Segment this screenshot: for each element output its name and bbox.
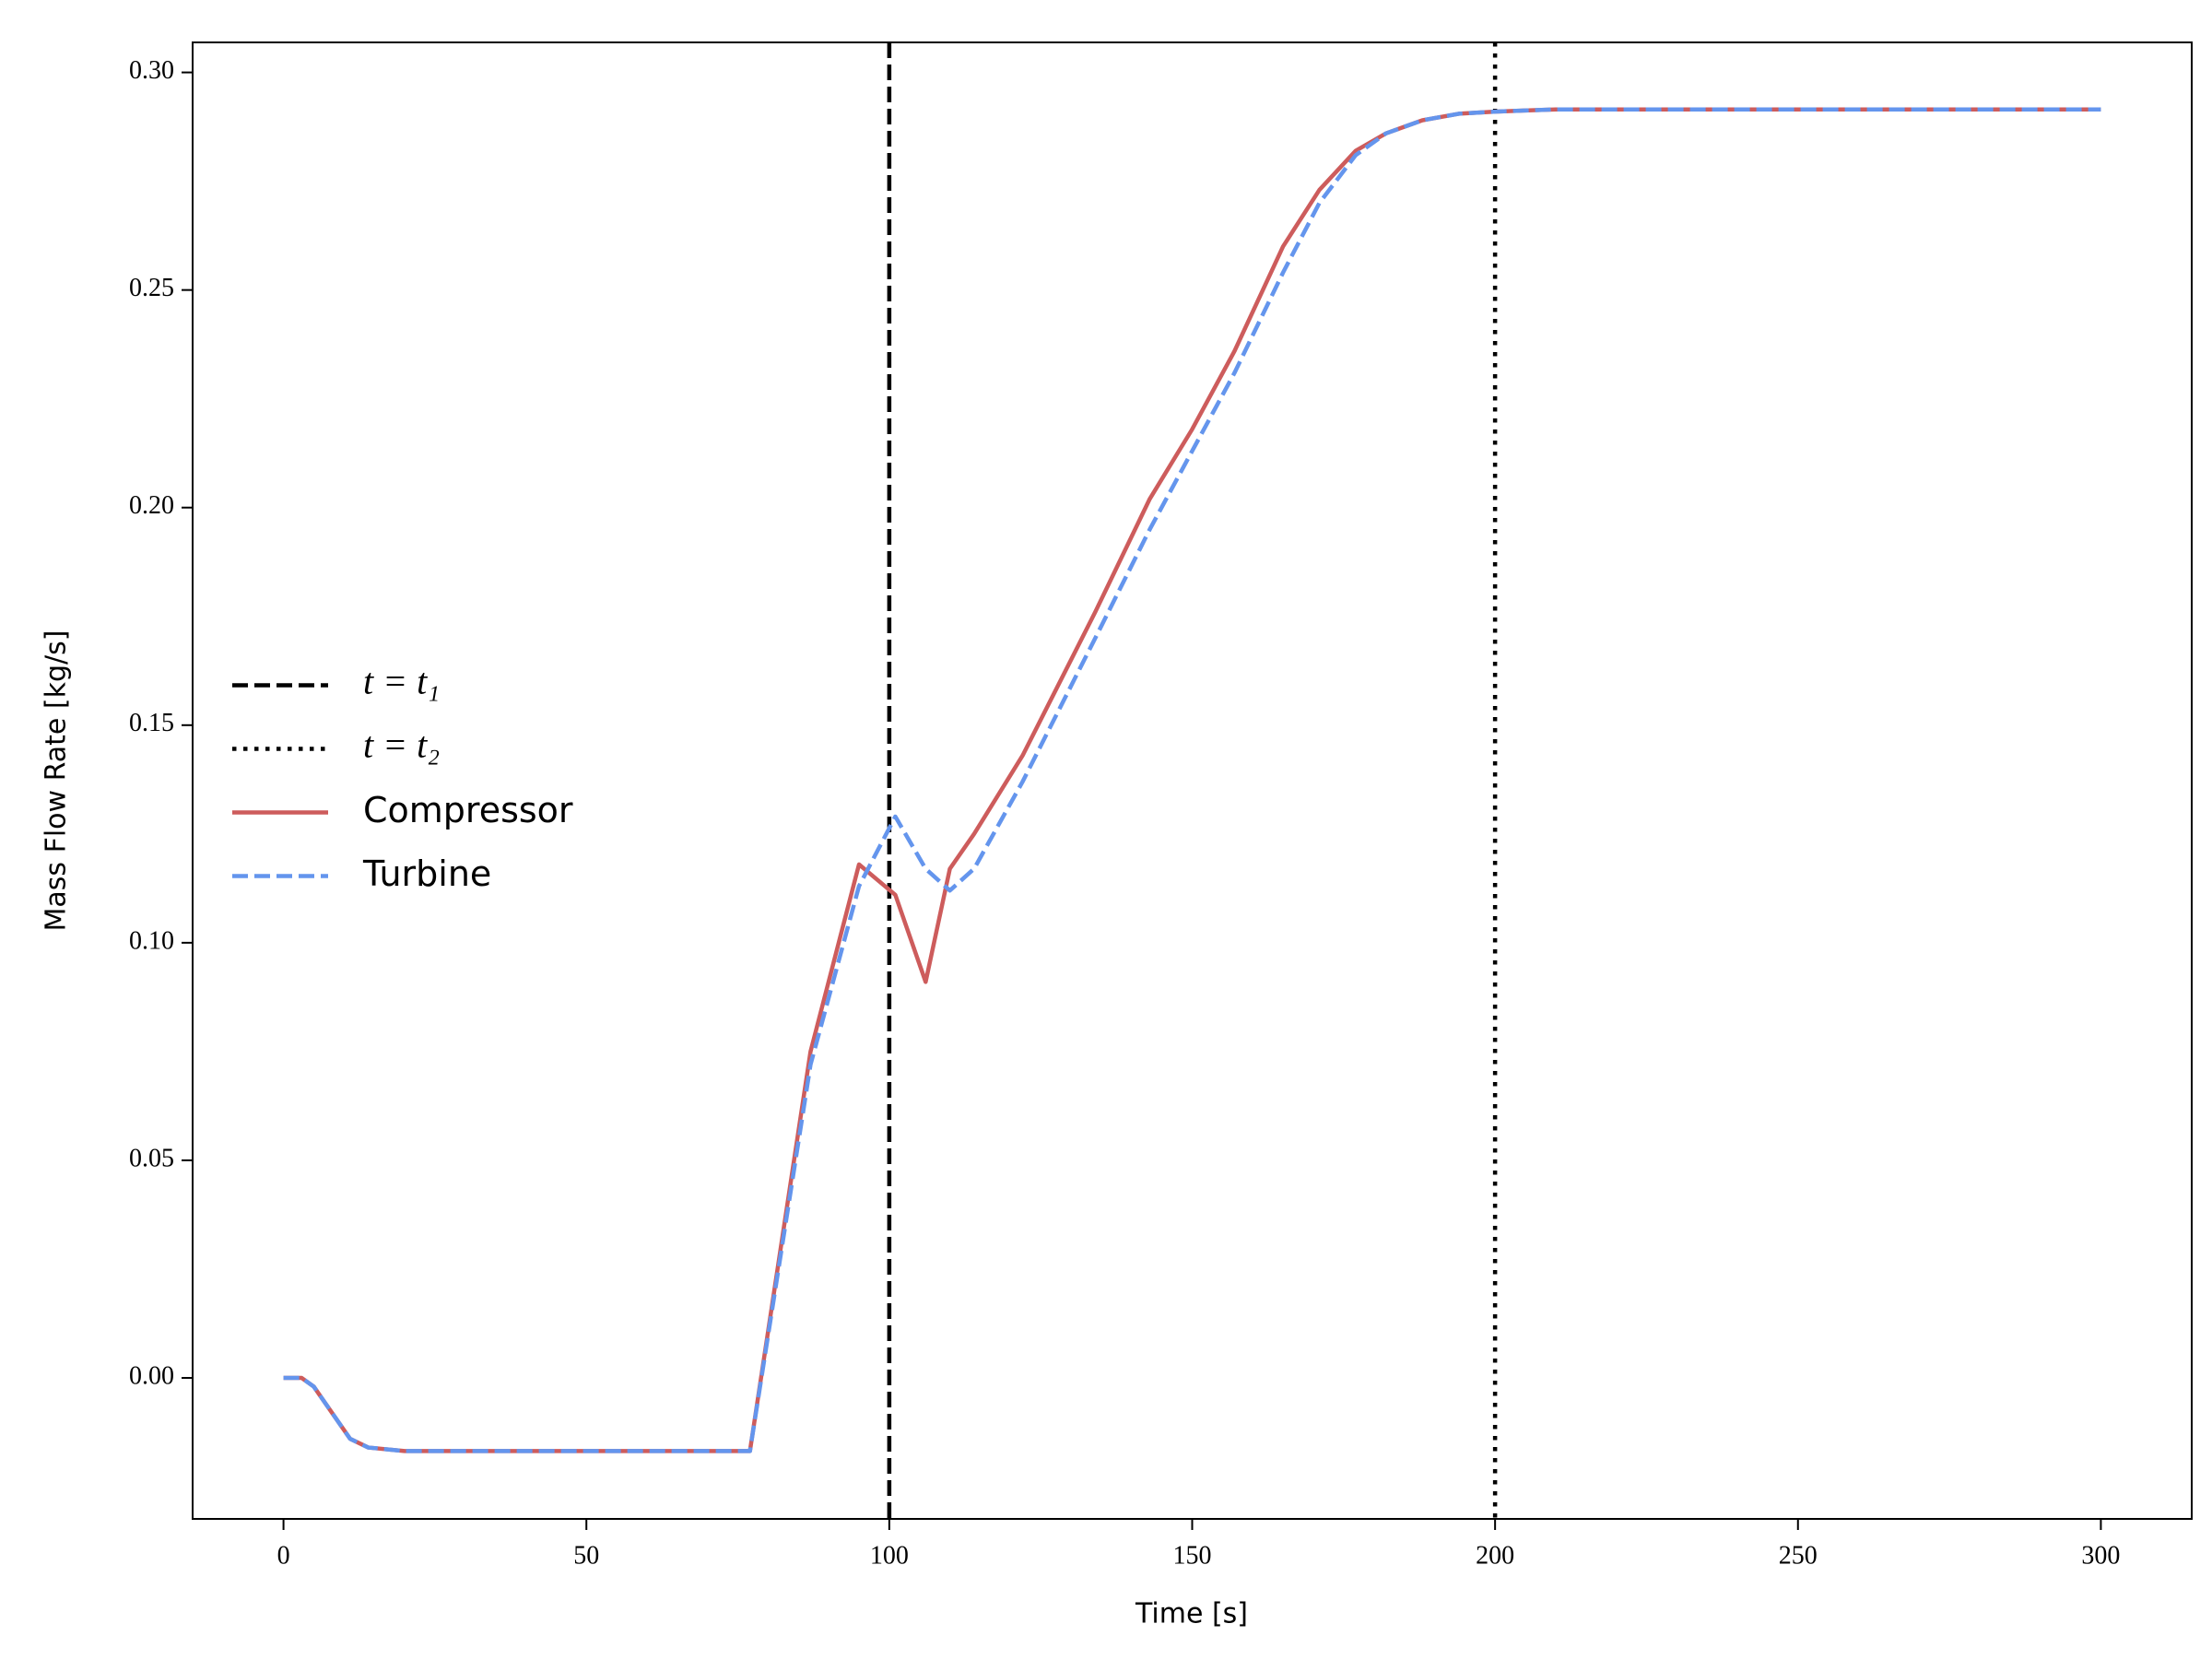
y-tick-label: 0.15 <box>129 709 174 737</box>
y-tick-label: 0.00 <box>129 1361 174 1390</box>
legend-label: t = t₂ <box>363 724 440 766</box>
y-tick-label: 0.20 <box>129 491 174 520</box>
x-tick-label: 300 <box>2081 1541 2120 1570</box>
x-tick-label: 250 <box>1779 1541 1818 1570</box>
plot-frame <box>192 41 2193 1520</box>
legend-label: Compressor <box>363 790 573 830</box>
x-tick-label: 100 <box>870 1541 909 1570</box>
x-tick-label: 150 <box>1173 1541 1212 1570</box>
y-tick-label: 0.30 <box>129 56 174 85</box>
legend-label: t = t₁ <box>363 661 440 702</box>
x-axis-label: Time [s] <box>1135 1598 1248 1630</box>
x-tick-label: 0 <box>277 1541 290 1570</box>
x-tick-label: 200 <box>1476 1541 1514 1570</box>
series-line <box>283 107 2101 1453</box>
series-line <box>283 107 2101 1453</box>
y-tick-label: 0.25 <box>129 274 174 302</box>
y-axis-label: Mass Flow Rate [kg/s] <box>41 630 73 932</box>
y-tick-label: 0.10 <box>129 926 174 955</box>
y-tick-label: 0.05 <box>129 1144 174 1172</box>
legend-label: Turbine <box>362 853 491 894</box>
x-tick-label: 50 <box>573 1541 599 1570</box>
